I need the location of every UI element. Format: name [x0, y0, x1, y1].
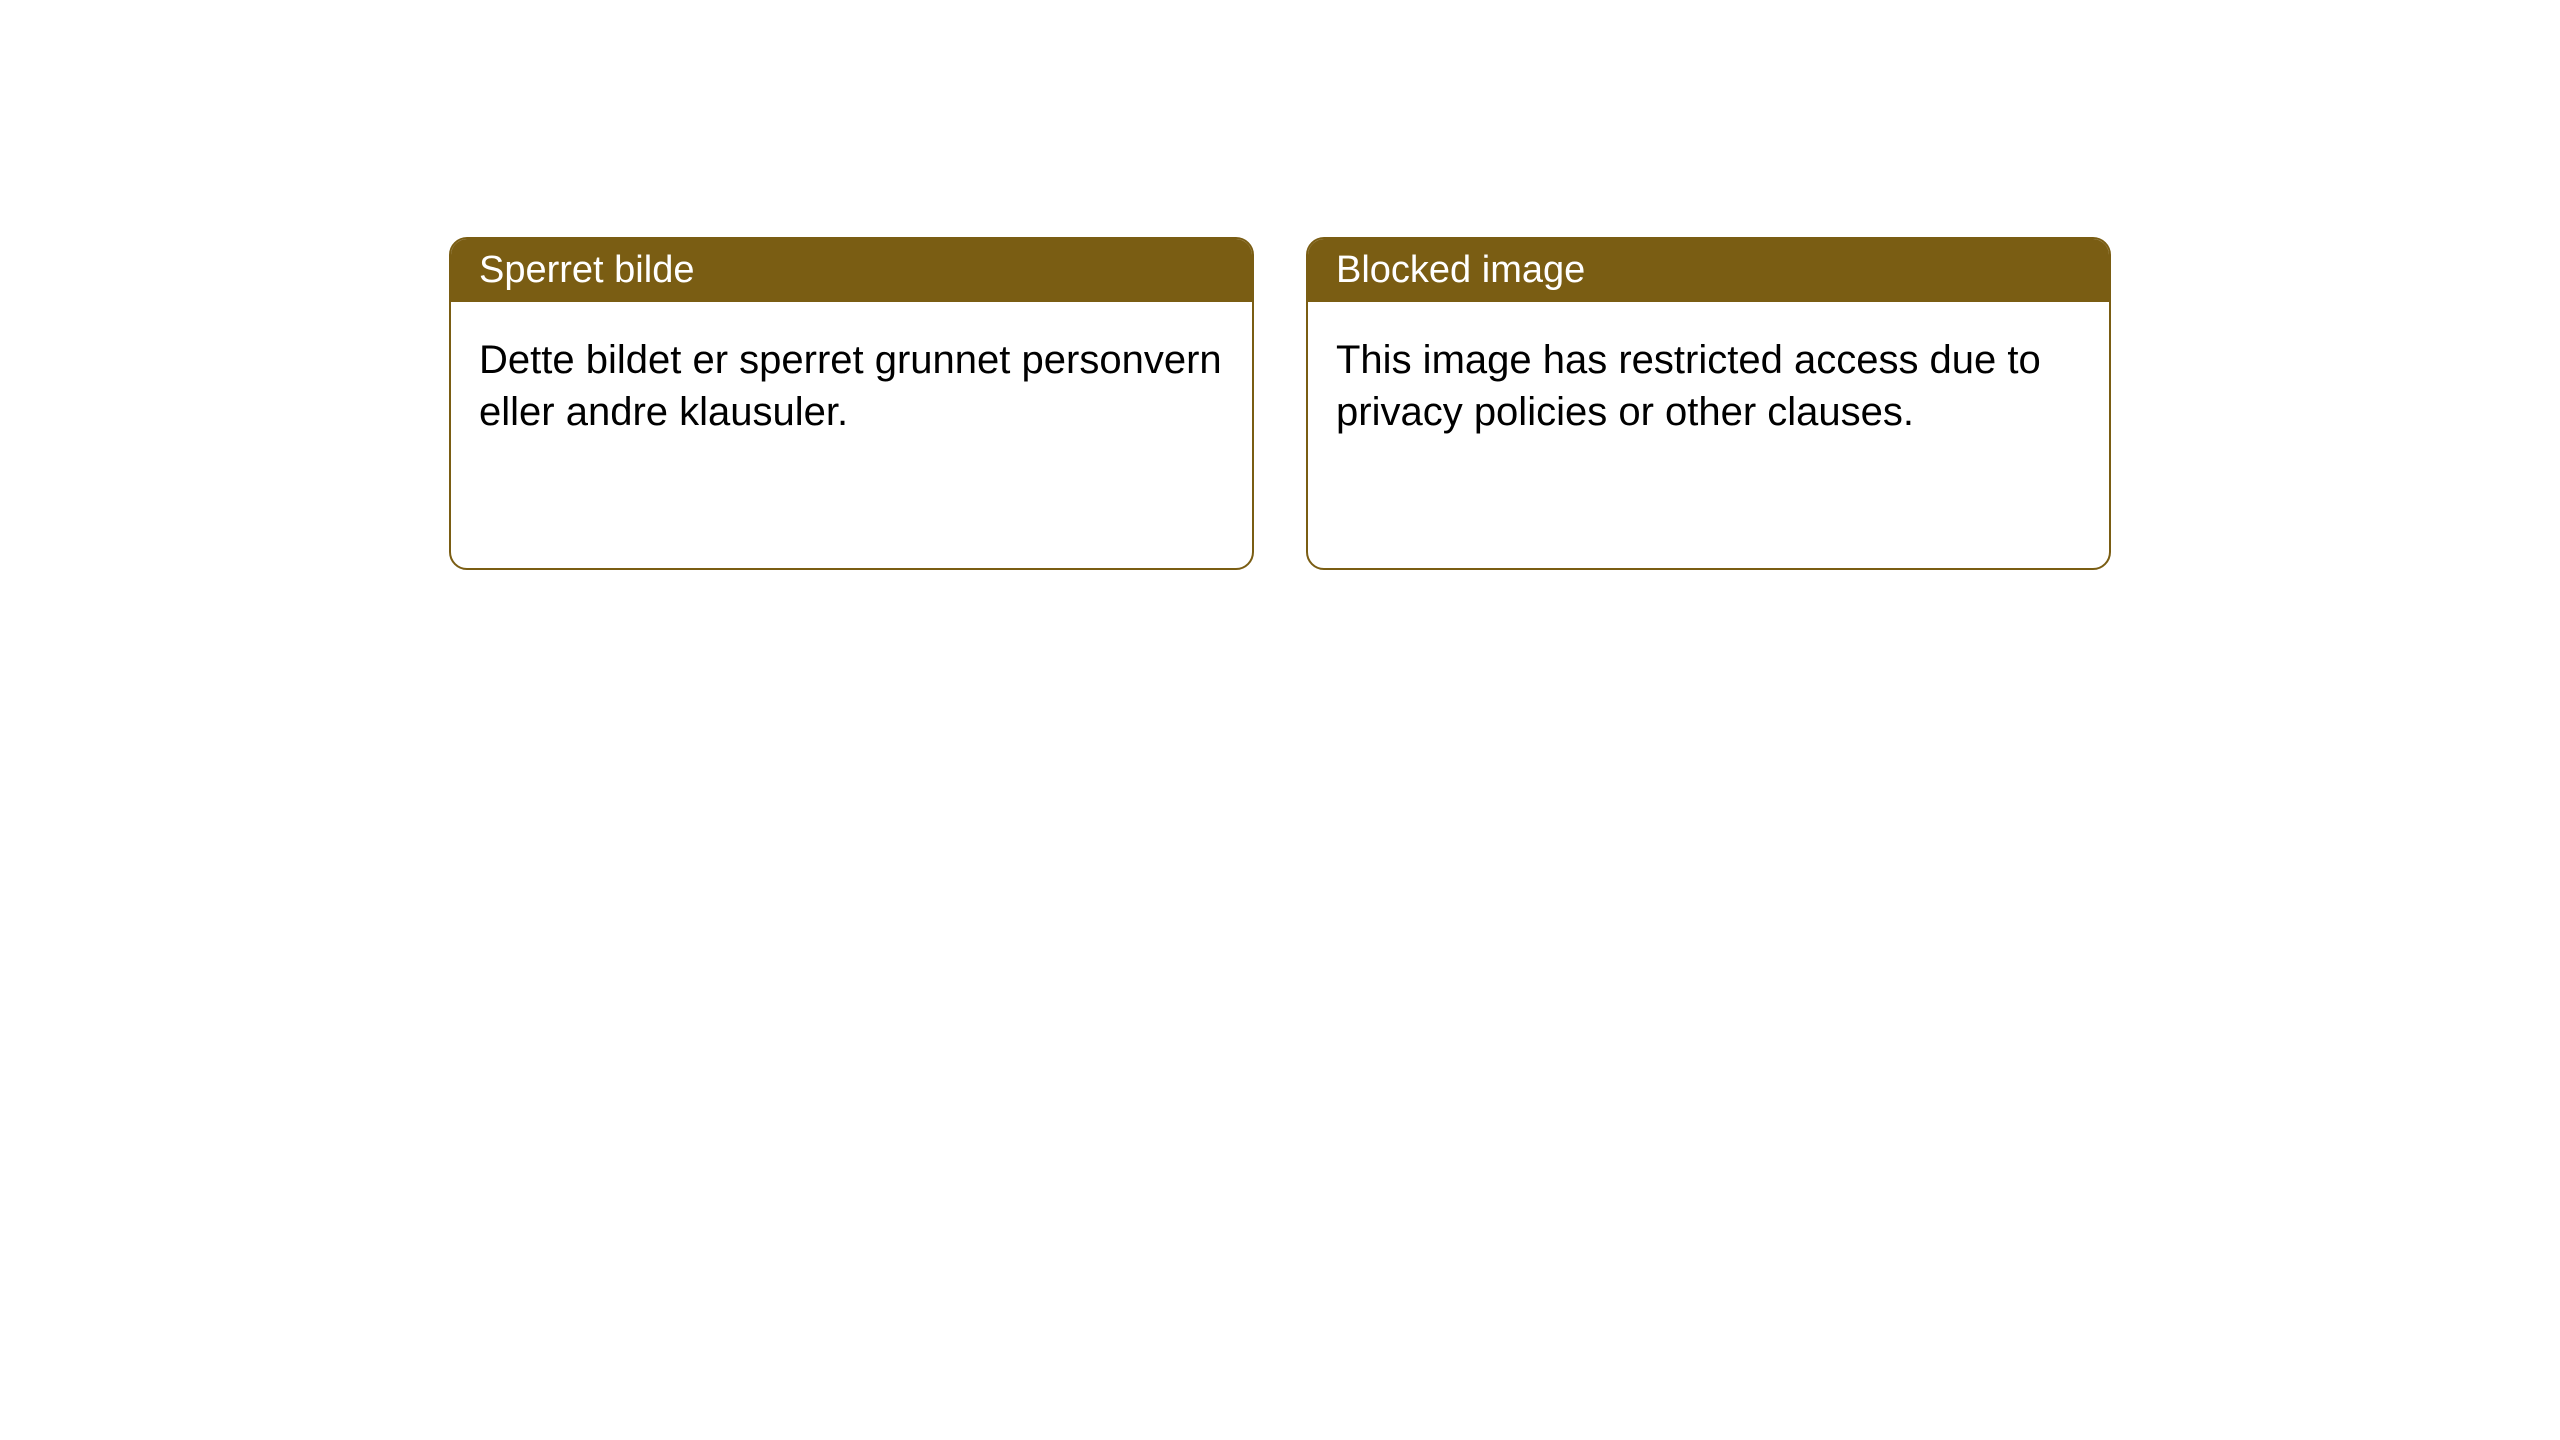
notice-header: Blocked image	[1308, 239, 2109, 302]
notice-body: This image has restricted access due to …	[1308, 302, 2109, 470]
notice-box-norwegian: Sperret bilde Dette bildet er sperret gr…	[449, 237, 1254, 570]
notice-box-english: Blocked image This image has restricted …	[1306, 237, 2111, 570]
notice-container: Sperret bilde Dette bildet er sperret gr…	[0, 0, 2560, 570]
notice-header: Sperret bilde	[451, 239, 1252, 302]
notice-body: Dette bildet er sperret grunnet personve…	[451, 302, 1252, 470]
